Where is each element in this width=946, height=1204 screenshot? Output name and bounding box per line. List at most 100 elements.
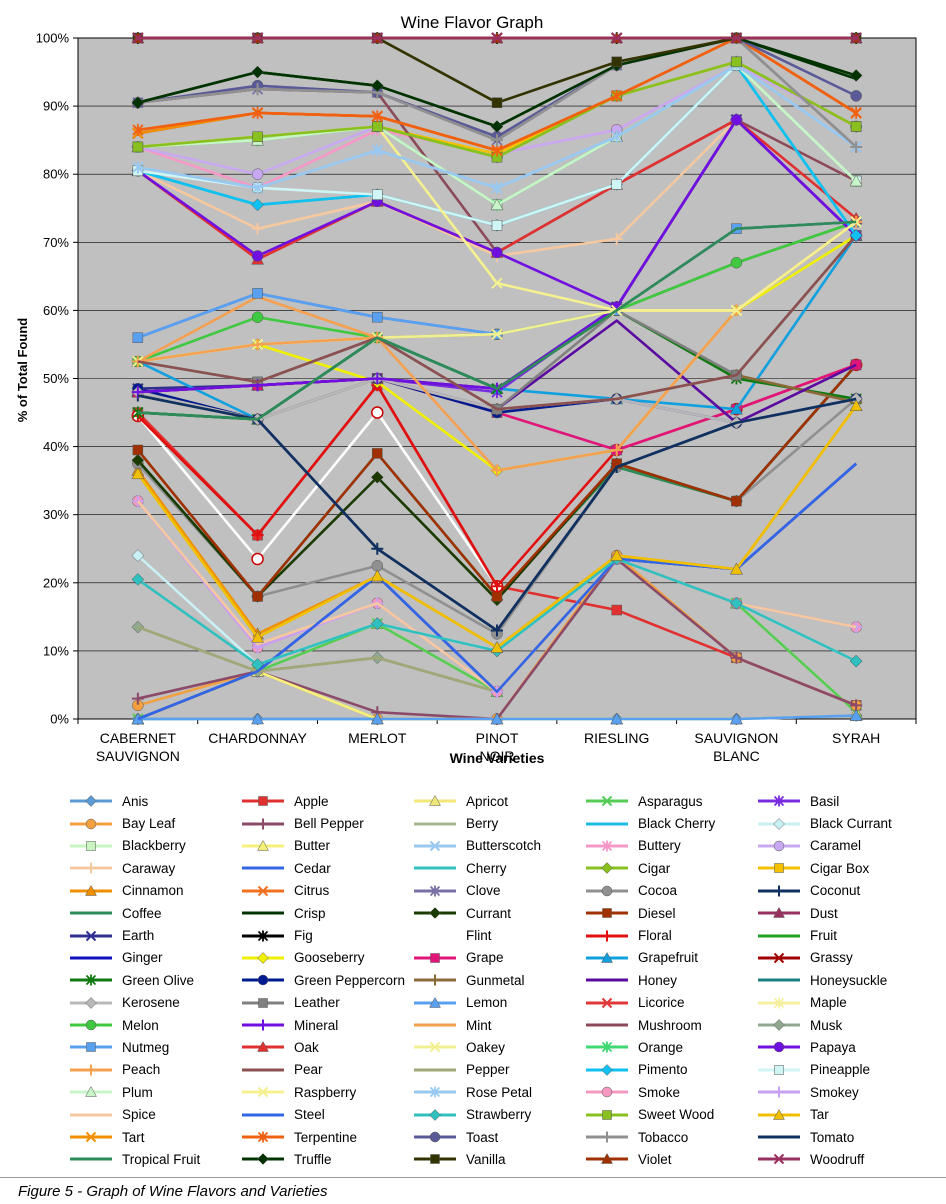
legend-label: Sweet Wood [638, 1107, 715, 1123]
data-point [85, 1019, 97, 1031]
legend-item: Mint [412, 1014, 584, 1036]
legend-label: Buttery [638, 838, 681, 854]
y-tick-label: 50% [43, 371, 69, 386]
legend-swatch [242, 1153, 284, 1166]
data-point [611, 604, 622, 616]
legend-label: Orange [638, 1039, 684, 1055]
data-point [251, 65, 264, 79]
legend-item: Strawberry [412, 1103, 584, 1125]
data-point [257, 839, 269, 851]
y-tick-label: 90% [43, 99, 69, 114]
legend-swatch [242, 1113, 284, 1117]
legend-label: Melon [122, 1017, 159, 1033]
legend-label: Apricot [466, 793, 509, 809]
legend-swatch [758, 934, 800, 938]
data-point [252, 288, 263, 299]
legend-swatch [586, 1023, 628, 1027]
legend-label: Tobacco [638, 1129, 689, 1145]
data-point [370, 712, 384, 725]
data-point [491, 134, 503, 147]
data-point [491, 246, 503, 259]
legend-item: Tomato [756, 1126, 928, 1148]
legend-swatch [586, 1064, 628, 1076]
data-point [611, 130, 623, 143]
data-point [257, 1153, 269, 1166]
data-point [429, 996, 441, 1008]
legend-swatch [758, 1019, 800, 1031]
legend-swatch [758, 1154, 800, 1165]
x-tick-label: SAUVIGNON BLANC [694, 730, 778, 764]
data-point [131, 453, 145, 467]
legend-swatch [242, 866, 284, 870]
data-point [849, 69, 863, 82]
data-point [251, 529, 264, 542]
legend-swatch [586, 840, 628, 852]
y-tick-label: 100% [36, 31, 70, 46]
data-point [131, 549, 145, 562]
legend-label: Honey [638, 972, 678, 988]
legend-item: Violet [584, 1148, 756, 1170]
legend-swatch [242, 885, 284, 896]
legend-swatch [242, 975, 284, 986]
legend-label: Cocoa [638, 883, 678, 899]
data-point [773, 840, 785, 852]
legend-item: Grapefruit [584, 947, 756, 969]
data-point [773, 1154, 785, 1165]
legend-item: Cedar [240, 857, 412, 879]
legend-label: Woodruff [810, 1151, 865, 1167]
legend-item: Licorice [584, 992, 756, 1014]
legend-swatch [414, 953, 456, 963]
legend-swatch [70, 930, 112, 941]
legend-swatch [586, 885, 628, 896]
legend-item: Papaya [756, 1036, 928, 1058]
legend-label: Caraway [122, 860, 176, 876]
legend-swatch [758, 885, 800, 897]
legend-label: Anis [122, 793, 149, 809]
legend-swatch [414, 907, 456, 919]
legend-item: Bell Pepper [240, 812, 412, 834]
data-point [850, 140, 863, 153]
data-point [85, 930, 97, 941]
legend-label: Clove [466, 883, 501, 899]
legend-item: Mineral [240, 1014, 412, 1036]
legend-label: Leather [294, 995, 340, 1011]
legend-item: Crisp [240, 902, 412, 924]
data-point [131, 467, 145, 480]
legend-label: Spice [122, 1107, 156, 1123]
data-point [429, 885, 441, 897]
data-point [131, 573, 145, 586]
legend-label: Nutmeg [122, 1039, 170, 1055]
legend-swatch [758, 1065, 800, 1075]
legend-label: Smoke [638, 1084, 681, 1100]
data-point [491, 32, 503, 44]
legend-swatch [70, 956, 112, 960]
legend-swatch [758, 1135, 800, 1139]
legend-item: Raspberry [240, 1081, 412, 1103]
legend-swatch [70, 1131, 112, 1143]
legend-label: Gunmetal [466, 972, 525, 988]
data-point [251, 198, 264, 212]
legend-item: Pear [240, 1059, 412, 1081]
legend-item: Kerosene [68, 992, 240, 1014]
data-point [602, 1109, 612, 1120]
y-tick-label: 20% [43, 575, 69, 590]
data-point [730, 304, 743, 317]
data-point [430, 953, 440, 963]
data-point [601, 1041, 613, 1053]
legend-item: Toast [412, 1126, 584, 1148]
data-point [611, 89, 623, 102]
legend-label: Maple [810, 995, 847, 1011]
data-point [429, 795, 441, 806]
legend-label: Bay Leaf [122, 816, 176, 832]
data-point [850, 90, 862, 102]
data-point [85, 996, 97, 1009]
data-point [730, 596, 743, 610]
legend-item: Spice [68, 1103, 240, 1125]
legend-swatch [70, 818, 112, 829]
legend-label: Pineapple [810, 1062, 871, 1078]
data-point [773, 795, 785, 807]
legend-swatch [414, 1154, 456, 1165]
series-woodruff [132, 32, 862, 44]
data-point [371, 372, 384, 385]
legend-label: Steel [294, 1107, 325, 1123]
